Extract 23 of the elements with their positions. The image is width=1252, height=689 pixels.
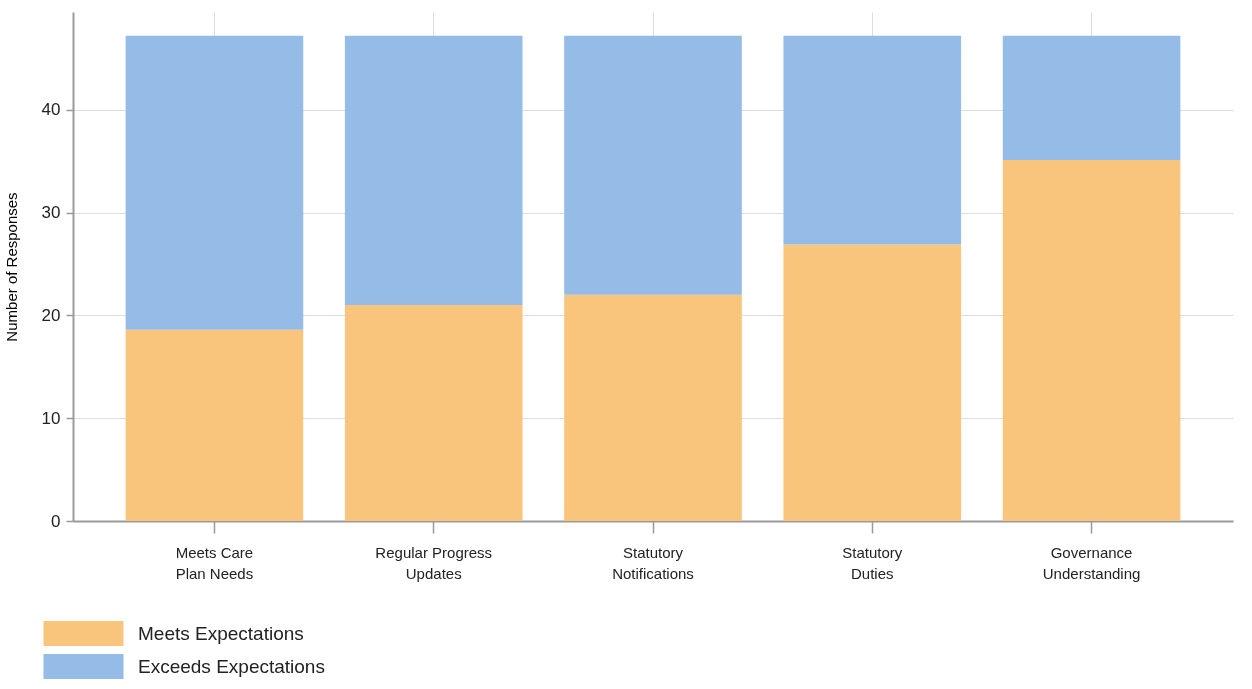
x-tick-label: Statutory Duties [842, 543, 903, 582]
y-tick-label: 20 [41, 305, 61, 325]
bar [1002, 35, 1181, 161]
bar [344, 35, 523, 306]
y-tick-label: 40 [41, 100, 61, 120]
bar [783, 35, 962, 245]
bar [125, 35, 304, 330]
y-axis-title: Number of Responses [2, 192, 20, 342]
legend-label: Exceeds Expectations [138, 655, 325, 677]
y-tick-label: 0 [51, 511, 61, 531]
legend-label: Meets Expectations [138, 622, 304, 644]
bar [564, 294, 742, 521]
y-tick-label: 10 [41, 408, 61, 428]
bar [344, 305, 523, 521]
bar [1002, 160, 1181, 521]
bar [783, 244, 962, 521]
x-tick-label: Governance Understanding [1042, 543, 1141, 582]
x-tick-label: Regular Progress Updates [375, 543, 493, 582]
y-tick-label: 30 [41, 203, 61, 223]
x-tick-label: Meets Care Plan Needs [175, 543, 254, 582]
bar [125, 329, 304, 521]
bar [564, 35, 742, 295]
x-tick-label: Statutory Notifications [612, 543, 694, 582]
